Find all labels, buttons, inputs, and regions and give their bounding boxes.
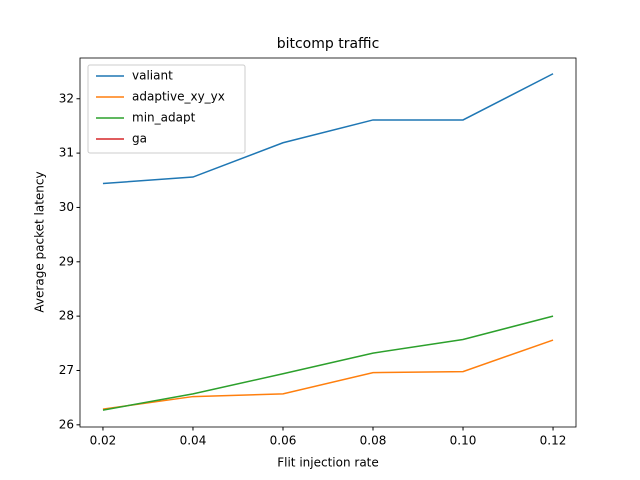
- legend-label: min_adapt: [132, 111, 196, 125]
- x-tick-label: 0.04: [180, 434, 207, 448]
- y-tick-label: 29: [59, 254, 74, 268]
- y-tick-label: 32: [59, 91, 74, 105]
- line-series: [102, 73, 554, 185]
- legend-label: adaptive_xy_yx: [132, 90, 225, 104]
- y-tick-label: 31: [59, 146, 74, 160]
- x-tick-label: 0.06: [270, 434, 297, 448]
- x-axis-label: Flit injection rate: [277, 456, 379, 470]
- legend-box: [87, 64, 246, 154]
- line-series: [102, 315, 554, 411]
- y-tick-label: 28: [59, 309, 74, 323]
- plot-frame: [79, 57, 577, 428]
- y-axis-label: Average packet latency: [33, 171, 47, 312]
- chart-title: bitcomp traffic: [277, 36, 380, 52]
- legend-label: valiant: [132, 69, 173, 83]
- x-tick-label: 0.02: [90, 434, 117, 448]
- y-tick-label: 27: [59, 363, 74, 377]
- x-tick-label: 0.10: [450, 434, 477, 448]
- y-tick-label: 26: [59, 417, 74, 431]
- legend-label: ga: [132, 132, 147, 146]
- line-series: [102, 339, 554, 410]
- x-tick-label: 0.08: [360, 434, 387, 448]
- x-tick-label: 0.12: [540, 434, 567, 448]
- y-tick-label: 30: [59, 200, 74, 214]
